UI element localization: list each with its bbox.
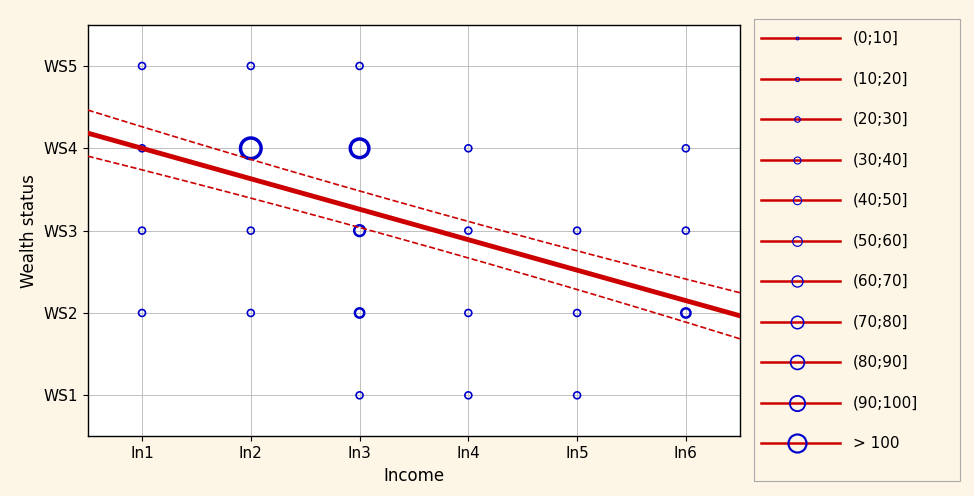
Point bbox=[352, 227, 367, 235]
Point bbox=[352, 144, 367, 152]
Text: (0;10]: (0;10] bbox=[853, 31, 899, 46]
Text: (50;60]: (50;60] bbox=[853, 233, 909, 248]
Point bbox=[244, 62, 259, 70]
Point bbox=[244, 309, 259, 317]
Point bbox=[461, 309, 476, 317]
Point bbox=[134, 144, 150, 152]
Text: (90;100]: (90;100] bbox=[853, 395, 918, 410]
Point bbox=[244, 144, 259, 152]
Point bbox=[678, 144, 693, 152]
Text: (10;20]: (10;20] bbox=[853, 71, 909, 86]
Point bbox=[352, 309, 367, 317]
Text: (80;90]: (80;90] bbox=[853, 355, 909, 370]
Point bbox=[678, 227, 693, 235]
Point bbox=[134, 227, 150, 235]
Text: (20;30]: (20;30] bbox=[853, 112, 909, 127]
Point bbox=[352, 391, 367, 399]
Point bbox=[461, 144, 476, 152]
Point bbox=[461, 391, 476, 399]
Text: (60;70]: (60;70] bbox=[853, 274, 909, 289]
Text: > 100: > 100 bbox=[853, 435, 899, 451]
X-axis label: Income: Income bbox=[384, 467, 444, 485]
Point bbox=[569, 309, 584, 317]
Text: (30;40]: (30;40] bbox=[853, 152, 909, 168]
Text: (40;50]: (40;50] bbox=[853, 193, 909, 208]
Point bbox=[461, 227, 476, 235]
Text: (70;80]: (70;80] bbox=[853, 314, 909, 329]
Point bbox=[569, 391, 584, 399]
Point bbox=[678, 309, 693, 317]
Y-axis label: Wealth status: Wealth status bbox=[19, 174, 38, 288]
Point bbox=[134, 309, 150, 317]
Point bbox=[569, 227, 584, 235]
Point bbox=[244, 227, 259, 235]
Point bbox=[352, 62, 367, 70]
Point bbox=[134, 62, 150, 70]
FancyBboxPatch shape bbox=[754, 19, 960, 481]
